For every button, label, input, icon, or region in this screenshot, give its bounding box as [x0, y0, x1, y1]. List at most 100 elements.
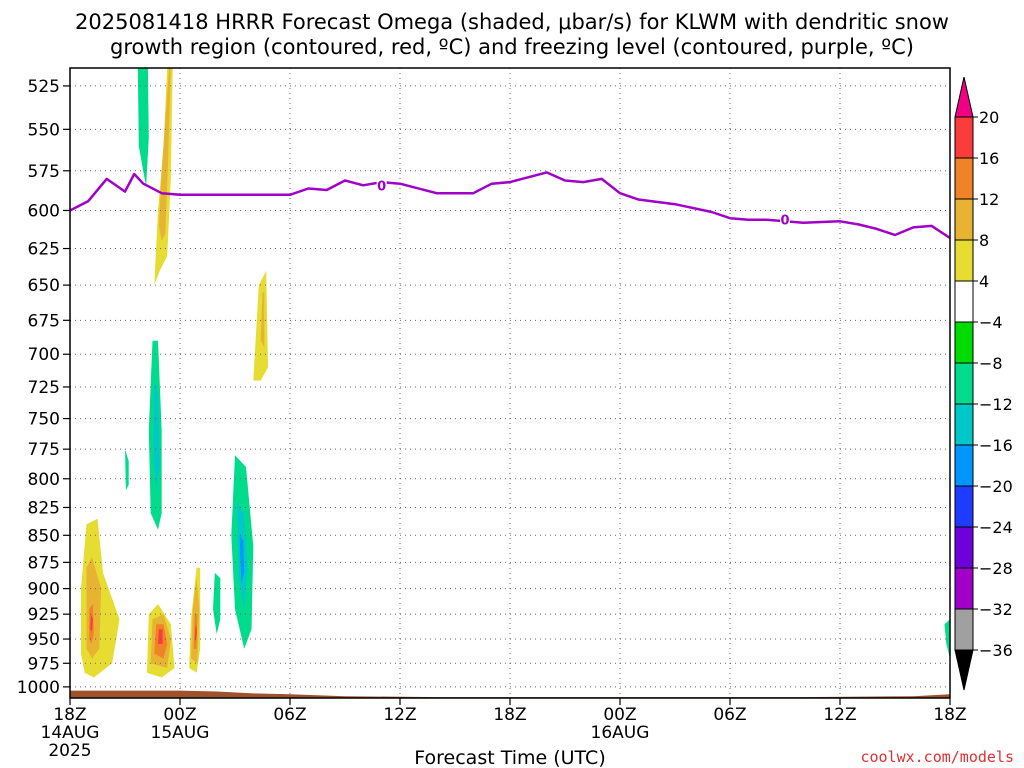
terrain-fill [70, 690, 950, 698]
x-tick-date: 14AUG [41, 723, 100, 743]
x-axis-label: Forecast Time (UTC) [414, 747, 605, 768]
omega-region [944, 619, 950, 659]
credit-text: coolwx.com/models [860, 748, 1014, 766]
colorbar-swatch [954, 321, 974, 364]
y-tick-label: 550 [28, 120, 60, 140]
omega-region [158, 629, 163, 644]
omega-region [489, 513, 512, 584]
colorbar-label: −4 [979, 313, 1003, 332]
colorbar: 20 16 12 8 4 −4 −8 −12 −16 −20 −24 −28 −32 −36 [954, 76, 1013, 691]
x-tick-label: 00Z [603, 705, 636, 725]
omega-region [253, 270, 268, 381]
terrain-polygon [70, 690, 950, 698]
omega-region [194, 624, 197, 641]
colorbar-label: −28 [979, 559, 1013, 578]
y-tick-label: 875 [28, 553, 60, 573]
omega-region [359, 387, 393, 668]
y-tick-label: 600 [28, 201, 60, 221]
y-tick-label: 975 [28, 654, 60, 674]
y-tick-label: 800 [28, 470, 60, 490]
omega-region [153, 380, 160, 491]
y-tick-label: 850 [28, 526, 60, 546]
x-tick-label: 18Z [53, 705, 86, 725]
omega-region [137, 68, 149, 187]
y-tick-label: 775 [28, 440, 60, 460]
y-tick-label: 700 [28, 345, 60, 365]
colorbar-swatch [954, 116, 974, 159]
colorbar-swatch [954, 362, 974, 405]
colorbar-swatch [954, 567, 974, 610]
colorbar-swatch [954, 526, 974, 569]
x-tick-year: 2025 [48, 741, 91, 761]
y-tick-label: 925 [28, 605, 60, 625]
freezing-label-bg [376, 178, 387, 192]
colorbar-label: −16 [979, 436, 1013, 455]
y-tick-label: 750 [28, 410, 60, 430]
chart-title-line2: growth region (contoured, red, ºC) and f… [110, 35, 914, 59]
x-tick-label: 18Z [493, 705, 526, 725]
colorbar-swatch [954, 157, 974, 200]
y-tick-label: 1000 [17, 678, 60, 698]
x-tick-label: 12Z [823, 705, 856, 725]
x-tick-label: 06Z [713, 705, 746, 725]
omega-shading [73, 68, 950, 692]
omega-region [90, 614, 93, 632]
colorbar-label: 8 [979, 231, 989, 250]
colorbar-swatch [954, 280, 974, 323]
colorbar-label: 4 [979, 272, 989, 291]
y-tick-label: 575 [28, 162, 60, 182]
chart-title: 2025081418 HRRR Forecast Omega (shaded, … [75, 10, 949, 34]
omega-region [944, 478, 950, 536]
omega-region [203, 68, 208, 92]
colorbar-label: 20 [979, 108, 999, 127]
colorbar-label: −32 [979, 600, 1013, 619]
omega-region [345, 68, 362, 130]
colorbar-swatch [954, 198, 974, 241]
y-tick-label: 675 [28, 311, 60, 331]
colorbar-bottom-arrow [954, 649, 974, 691]
omega-region [239, 535, 245, 584]
freezing-level-path [69, 171, 951, 240]
colorbar-swatch [954, 239, 974, 282]
x-tick-label: 00Z [163, 705, 196, 725]
colorbar-label: −20 [979, 477, 1013, 496]
omega-region [213, 572, 221, 635]
freezing-level-label: 0 [377, 179, 386, 194]
x-tick-label: 12Z [383, 705, 416, 725]
colorbar-swatch [954, 608, 974, 651]
y-tick-label: 900 [28, 580, 60, 600]
freezing-level-label: 0 [780, 214, 789, 229]
omega-region [293, 68, 305, 155]
y-axis: 525 550 575 600 625 650 675 700 725 750 775 800 825 8… [17, 77, 70, 698]
colorbar-label: 16 [979, 149, 999, 168]
colorbar-label: −8 [979, 354, 1003, 373]
omega-region [444, 619, 481, 687]
omega-region [158, 68, 171, 241]
colorbar-label: −36 [979, 641, 1013, 660]
colorbar-label: −12 [979, 395, 1013, 414]
x-tick-date: 16AUG [591, 723, 650, 743]
omega-region [246, 624, 303, 678]
y-tick-label: 525 [28, 77, 60, 97]
colorbar-label: 12 [979, 190, 999, 209]
colorbar-swatch [954, 485, 974, 528]
y-tick-label: 825 [28, 498, 60, 518]
y-tick-label: 725 [28, 378, 60, 398]
omega-region [260, 292, 265, 348]
y-tick-label: 625 [28, 240, 60, 260]
y-tick-label: 950 [28, 630, 60, 650]
colorbar-swatch [954, 403, 974, 446]
x-tick-label: 18Z [933, 705, 966, 725]
x-tick-label: 06Z [273, 705, 306, 725]
y-tick-label: 650 [28, 276, 60, 296]
colorbar-label: −24 [979, 518, 1013, 537]
omega-region [125, 449, 129, 491]
grid [70, 68, 950, 698]
omega-region [526, 478, 626, 683]
freezing-level-line: 00 [69, 171, 951, 240]
omega-region [810, 424, 850, 589]
freezing-label-bg [780, 212, 790, 226]
x-tick-date: 15AUG [151, 723, 210, 743]
